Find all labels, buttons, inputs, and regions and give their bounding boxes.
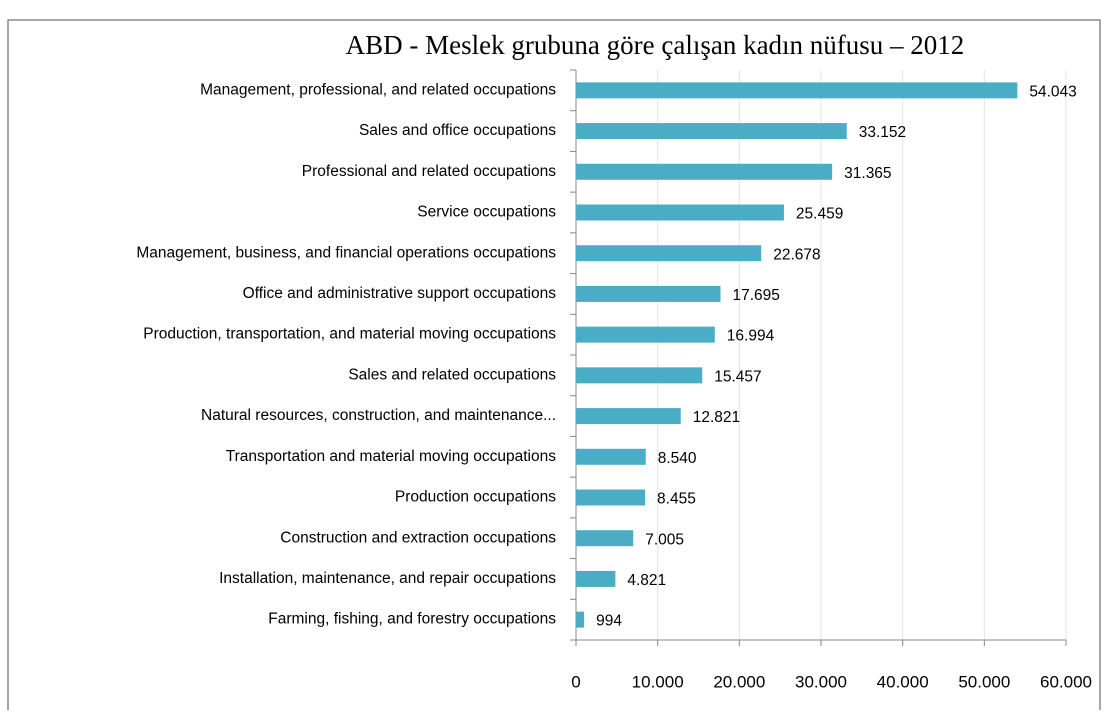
data-label: 15.457 <box>714 368 761 385</box>
y-tick-label: Farming, fishing, and forestry occupatio… <box>268 611 556 628</box>
y-tick-label: Installation, maintenance, and repair oc… <box>219 570 556 587</box>
bar <box>576 489 646 506</box>
bar <box>576 245 762 262</box>
y-tick-label: Management, professional, and related oc… <box>200 81 556 98</box>
y-tick-label: Office and administrative support occupa… <box>243 285 557 302</box>
data-label: 25.459 <box>796 206 843 223</box>
x-tick-label: 40.000 <box>877 672 929 691</box>
bar <box>576 367 703 384</box>
data-label: 16.994 <box>727 328 775 345</box>
chart-border <box>7 19 1101 715</box>
data-label: 7.005 <box>645 531 684 548</box>
y-tick-label: Professional and related occupations <box>302 163 556 180</box>
x-tick-label: 60.000 <box>1040 672 1092 691</box>
bar <box>576 611 585 628</box>
x-tick-label: 50.000 <box>958 672 1010 691</box>
bar <box>576 82 1018 99</box>
bar <box>576 285 721 302</box>
data-label: 4.821 <box>627 572 666 589</box>
y-tick-label: Production, transportation, and material… <box>143 326 556 343</box>
y-tick-label: Sales and office occupations <box>359 122 556 139</box>
x-tick-label: 20.000 <box>713 672 765 691</box>
y-tick-label: Sales and related occupations <box>348 366 556 383</box>
y-tick-label: Construction and extraction occupations <box>280 529 556 546</box>
data-label: 33.152 <box>859 124 906 141</box>
y-tick-label: Transportation and material moving occup… <box>226 448 557 465</box>
data-label: 8.455 <box>657 491 696 508</box>
bar <box>576 163 833 180</box>
y-tick-label: Service occupations <box>417 204 556 221</box>
data-label: 54.043 <box>1029 83 1076 100</box>
bar <box>576 204 784 221</box>
data-label: 31.365 <box>844 165 891 182</box>
chart-title: ABD - Meslek grubuna göre çalışan kadın … <box>346 30 965 60</box>
data-label: 17.695 <box>733 287 780 304</box>
data-label: 994 <box>596 613 622 630</box>
data-label: 22.678 <box>773 246 820 263</box>
x-tick-label: 10.000 <box>632 672 684 691</box>
x-tick-label: 0 <box>571 672 580 691</box>
bar <box>576 326 715 343</box>
data-label: 12.821 <box>693 409 740 426</box>
y-tick-label: Production occupations <box>395 489 556 506</box>
y-tick-label: Natural resources, construction, and mai… <box>201 407 556 424</box>
bar <box>576 123 847 140</box>
bar <box>576 530 634 547</box>
bar <box>576 448 646 465</box>
data-label: 8.540 <box>658 450 697 467</box>
y-tick-label: Management, business, and financial oper… <box>136 244 556 261</box>
x-tick-label: 30.000 <box>795 672 847 691</box>
bar <box>576 570 616 587</box>
bar <box>576 408 681 425</box>
